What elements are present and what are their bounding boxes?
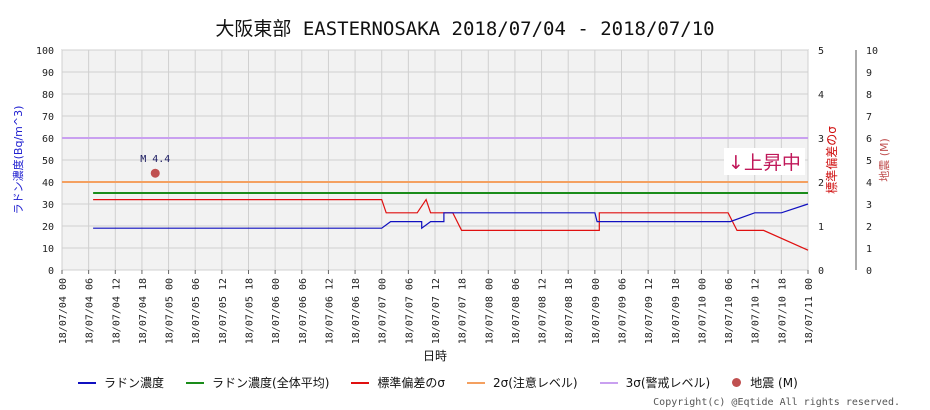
legend: ラドン濃度 ラドン濃度(全体平均) 標準偏差のσ 2σ(注意レベル) 3σ(警戒… bbox=[78, 374, 820, 391]
x-tick-label: 18/07/06 12 bbox=[324, 278, 335, 344]
y-tick-label-right-magnitude: 9 bbox=[866, 68, 872, 79]
y-tick-label-right-magnitude: 10 bbox=[866, 46, 878, 57]
copyright-text: Copyright(c) @Eqtide All rights reserved… bbox=[653, 397, 900, 408]
y-tick-label-right-sigma: 4 bbox=[818, 90, 824, 101]
legend-label-radon: ラドン濃度 bbox=[104, 376, 165, 390]
y-tick-label-left: 40 bbox=[42, 178, 54, 189]
y-tick-label-right-magnitude: 3 bbox=[866, 200, 872, 211]
y-tick-label-right-sigma: 3 bbox=[818, 134, 824, 145]
x-tick-label: 18/07/11 00 bbox=[804, 278, 815, 344]
y-tick-label-right-magnitude: 7 bbox=[866, 112, 872, 123]
x-tick-label: 18/07/04 18 bbox=[138, 278, 149, 344]
x-tick-label: 18/07/04 00 bbox=[58, 278, 69, 344]
legend-item-radon: ラドン濃度 bbox=[78, 374, 164, 391]
y-tick-label-right-magnitude: 1 bbox=[866, 244, 872, 255]
y-tick-label-left: 80 bbox=[42, 90, 54, 101]
y-axis-label-left: ラドン濃度(Bq/m^3) bbox=[11, 106, 25, 215]
y-tick-label-right-magnitude: 6 bbox=[866, 134, 872, 145]
x-tick-label: 18/07/07 18 bbox=[458, 278, 469, 344]
y-tick-label-right-sigma: 5 bbox=[818, 46, 824, 57]
legend-item-sigma: 標準偏差のσ bbox=[351, 374, 445, 391]
x-tick-label: 18/07/06 06 bbox=[298, 278, 309, 344]
x-tick-label: 18/07/09 00 bbox=[591, 278, 602, 344]
series-line-2 bbox=[93, 198, 809, 251]
y-tick-label-left: 100 bbox=[36, 46, 54, 57]
x-tick-label: 18/07/09 06 bbox=[618, 278, 629, 344]
y-tick-label-left: 10 bbox=[42, 244, 54, 255]
earthquake-label: M 4.4 bbox=[140, 154, 170, 165]
y-tick-label-left: 30 bbox=[42, 200, 54, 211]
y-tick-label-left: 90 bbox=[42, 68, 54, 79]
legend-swatch-earthquake bbox=[732, 378, 742, 387]
x-tick-label: 18/07/09 18 bbox=[671, 278, 682, 344]
legend-item-3sigma: 3σ(警戒レベル) bbox=[599, 374, 711, 391]
x-tick-label: 18/07/05 18 bbox=[245, 278, 256, 344]
y-tick-label-left: 70 bbox=[42, 112, 54, 123]
legend-swatch-sigma bbox=[351, 381, 370, 384]
legend-label-sigma: 標準偏差のσ bbox=[377, 376, 445, 390]
legend-label-2sigma: 2σ(注意レベル) bbox=[493, 376, 578, 390]
x-tick-label: 18/07/10 00 bbox=[697, 278, 708, 344]
y-tick-label-right-magnitude: 2 bbox=[866, 222, 872, 233]
y-tick-label-right-sigma: 1 bbox=[818, 222, 824, 233]
series-line-0 bbox=[93, 203, 809, 230]
x-tick-label: 18/07/08 12 bbox=[538, 278, 549, 344]
legend-swatch-2sigma bbox=[467, 381, 485, 384]
y-tick-label-right-sigma: 2 bbox=[818, 178, 824, 189]
legend-label-earthquake: 地震 (M) bbox=[750, 376, 798, 390]
x-tick-label: 18/07/06 00 bbox=[271, 278, 282, 344]
legend-item-2sigma: 2σ(注意レベル) bbox=[467, 374, 578, 391]
y-tick-label-left: 50 bbox=[42, 156, 54, 167]
x-tick-label: 18/07/07 00 bbox=[378, 278, 389, 344]
x-tick-label: 18/07/10 06 bbox=[724, 278, 735, 344]
x-tick-label: 18/07/06 18 bbox=[351, 278, 362, 344]
x-tick-label: 18/07/07 06 bbox=[404, 278, 415, 344]
x-tick-label: 18/07/09 12 bbox=[644, 278, 655, 344]
y-tick-label-right-magnitude: 5 bbox=[866, 156, 872, 167]
y-tick-label-left: 20 bbox=[42, 222, 54, 233]
x-tick-label: 18/07/08 00 bbox=[484, 278, 495, 344]
x-tick-label: 18/07/07 12 bbox=[431, 278, 442, 344]
y-axis-label-right-sigma: 標準偏差のσ bbox=[824, 126, 839, 194]
chart-title: 大阪東部 EASTERNOSAKA 2018/07/04 - 2018/07/1… bbox=[215, 18, 715, 40]
rising-indicator: ↓上昇中 bbox=[724, 148, 805, 175]
earthquake-marker bbox=[150, 168, 160, 178]
y-tick-label-right-sigma: 0 bbox=[818, 266, 824, 277]
x-tick-label: 18/07/05 00 bbox=[165, 278, 176, 344]
y-tick-label-left: 60 bbox=[42, 134, 54, 145]
y-tick-label-right-magnitude: 4 bbox=[866, 178, 872, 189]
x-tick-label: 18/07/04 06 bbox=[85, 278, 96, 344]
x-tick-label: 18/07/05 12 bbox=[218, 278, 229, 344]
x-tick-label: 18/07/10 12 bbox=[751, 278, 762, 344]
legend-label-3sigma: 3σ(警戒レベル) bbox=[625, 376, 711, 390]
y-tick-label-left: 0 bbox=[48, 266, 54, 277]
x-tick-label: 18/07/08 18 bbox=[564, 278, 575, 344]
legend-swatch-3sigma bbox=[599, 381, 618, 384]
legend-swatch-average bbox=[186, 381, 205, 384]
legend-swatch-radon bbox=[78, 381, 96, 384]
y-tick-label-right-magnitude: 8 bbox=[866, 90, 872, 101]
x-tick-label: 18/07/05 06 bbox=[191, 278, 202, 344]
y-axis-label-right-magnitude: 地震 (M) bbox=[878, 138, 891, 182]
legend-item-average: ラドン濃度(全体平均) bbox=[186, 374, 329, 391]
legend-label-average: ラドン濃度(全体平均) bbox=[212, 376, 330, 390]
legend-item-earthquake: 地震 (M) bbox=[732, 374, 798, 391]
x-tick-label: 18/07/04 12 bbox=[111, 278, 122, 344]
x-tick-label: 18/07/10 18 bbox=[777, 278, 788, 344]
x-axis-label: 日時 bbox=[423, 349, 447, 363]
y-tick-label-right-magnitude: 0 bbox=[866, 266, 872, 277]
x-tick-label: 18/07/08 06 bbox=[511, 278, 522, 344]
